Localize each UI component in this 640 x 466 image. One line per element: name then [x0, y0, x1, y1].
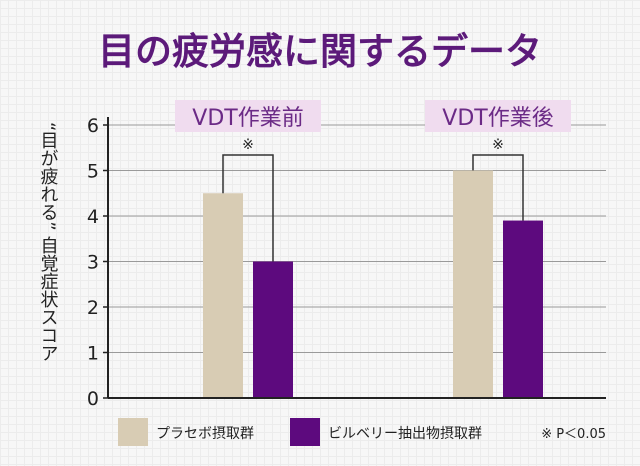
- category-label-bg: [175, 100, 321, 132]
- legend-swatch-bilberry: [290, 418, 320, 446]
- bar-bilberry-after: [503, 220, 543, 398]
- legend-label: ビルベリー抽出物摂取群: [328, 426, 482, 442]
- y-tick-label: 2: [87, 297, 99, 319]
- significance-marker: ※: [242, 137, 254, 153]
- bars: [203, 170, 543, 398]
- y-tick-label: 5: [87, 161, 99, 183]
- bar-placebo-after: [453, 170, 493, 398]
- significance-marker: ※: [492, 137, 504, 153]
- legend-swatch-placebo: [118, 418, 148, 446]
- y-tick-label: 3: [87, 252, 99, 274]
- significance-bracket: [472, 154, 524, 221]
- legend-label: プラセボ摂取群: [156, 426, 254, 442]
- y-tick-label: 0: [87, 388, 99, 410]
- y-tick-label: 4: [87, 206, 99, 228]
- y-tick-label: 6: [87, 115, 99, 137]
- y-axis-label: “目が疲れる” 自覚症状スコア: [38, 122, 59, 362]
- axes: 0 1 2 3 4 5 6 “目が疲れる” 自覚症状スコア: [38, 115, 606, 410]
- annotations: VDT作業前 ※ VDT作業後 ※: [175, 100, 571, 262]
- bar-bilberry-before: [253, 261, 293, 398]
- legend: プラセボ摂取群 ビルベリー抽出物摂取群 ※ P＜0.05: [118, 418, 606, 446]
- y-tick-label: 1: [87, 343, 99, 365]
- significance-bracket: [222, 154, 274, 262]
- chart-title: 目の疲労感に関するデータ: [98, 30, 542, 73]
- category-label: VDT作業後: [442, 106, 553, 131]
- bar-placebo-before: [203, 193, 243, 398]
- category-label: VDT作業前: [192, 106, 303, 131]
- footnote: ※ P＜0.05: [541, 427, 606, 442]
- category-label-bg: [425, 100, 571, 132]
